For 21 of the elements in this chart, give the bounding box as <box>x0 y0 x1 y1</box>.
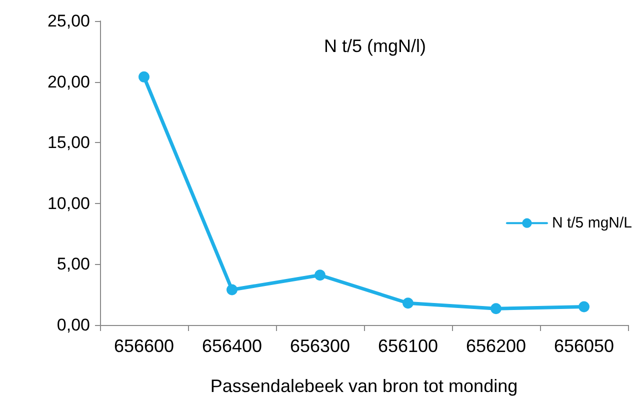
x-axis-title: Passendalebeek van bron tot monding <box>210 376 518 396</box>
y-tick-label: 10,00 <box>47 194 90 213</box>
text: N t/5 (mgN/l) <box>324 36 426 56</box>
x-tick-label: 656600 <box>114 336 174 356</box>
x-tick-label: 656300 <box>290 336 350 356</box>
y-tick-label: 0,00 <box>56 316 90 334</box>
point <box>138 71 150 82</box>
x-tick-label: 656400 <box>202 336 262 356</box>
y-tick-label: 20,00 <box>47 72 90 92</box>
point <box>314 270 326 281</box>
y-tick-label: 15,00 <box>47 133 90 152</box>
y-tick-label: 25,00 <box>47 12 90 30</box>
point <box>490 303 502 314</box>
x-tick-label: 656100 <box>378 336 438 356</box>
legend-label: N t/5 mgN/L <box>552 214 632 232</box>
point <box>578 301 590 312</box>
y-tick-label: 5,00 <box>56 254 90 274</box>
point <box>402 298 414 309</box>
x-tick-label: 656200 <box>466 336 526 356</box>
point <box>226 284 238 296</box>
x-tick-label: 656050 <box>554 336 614 356</box>
